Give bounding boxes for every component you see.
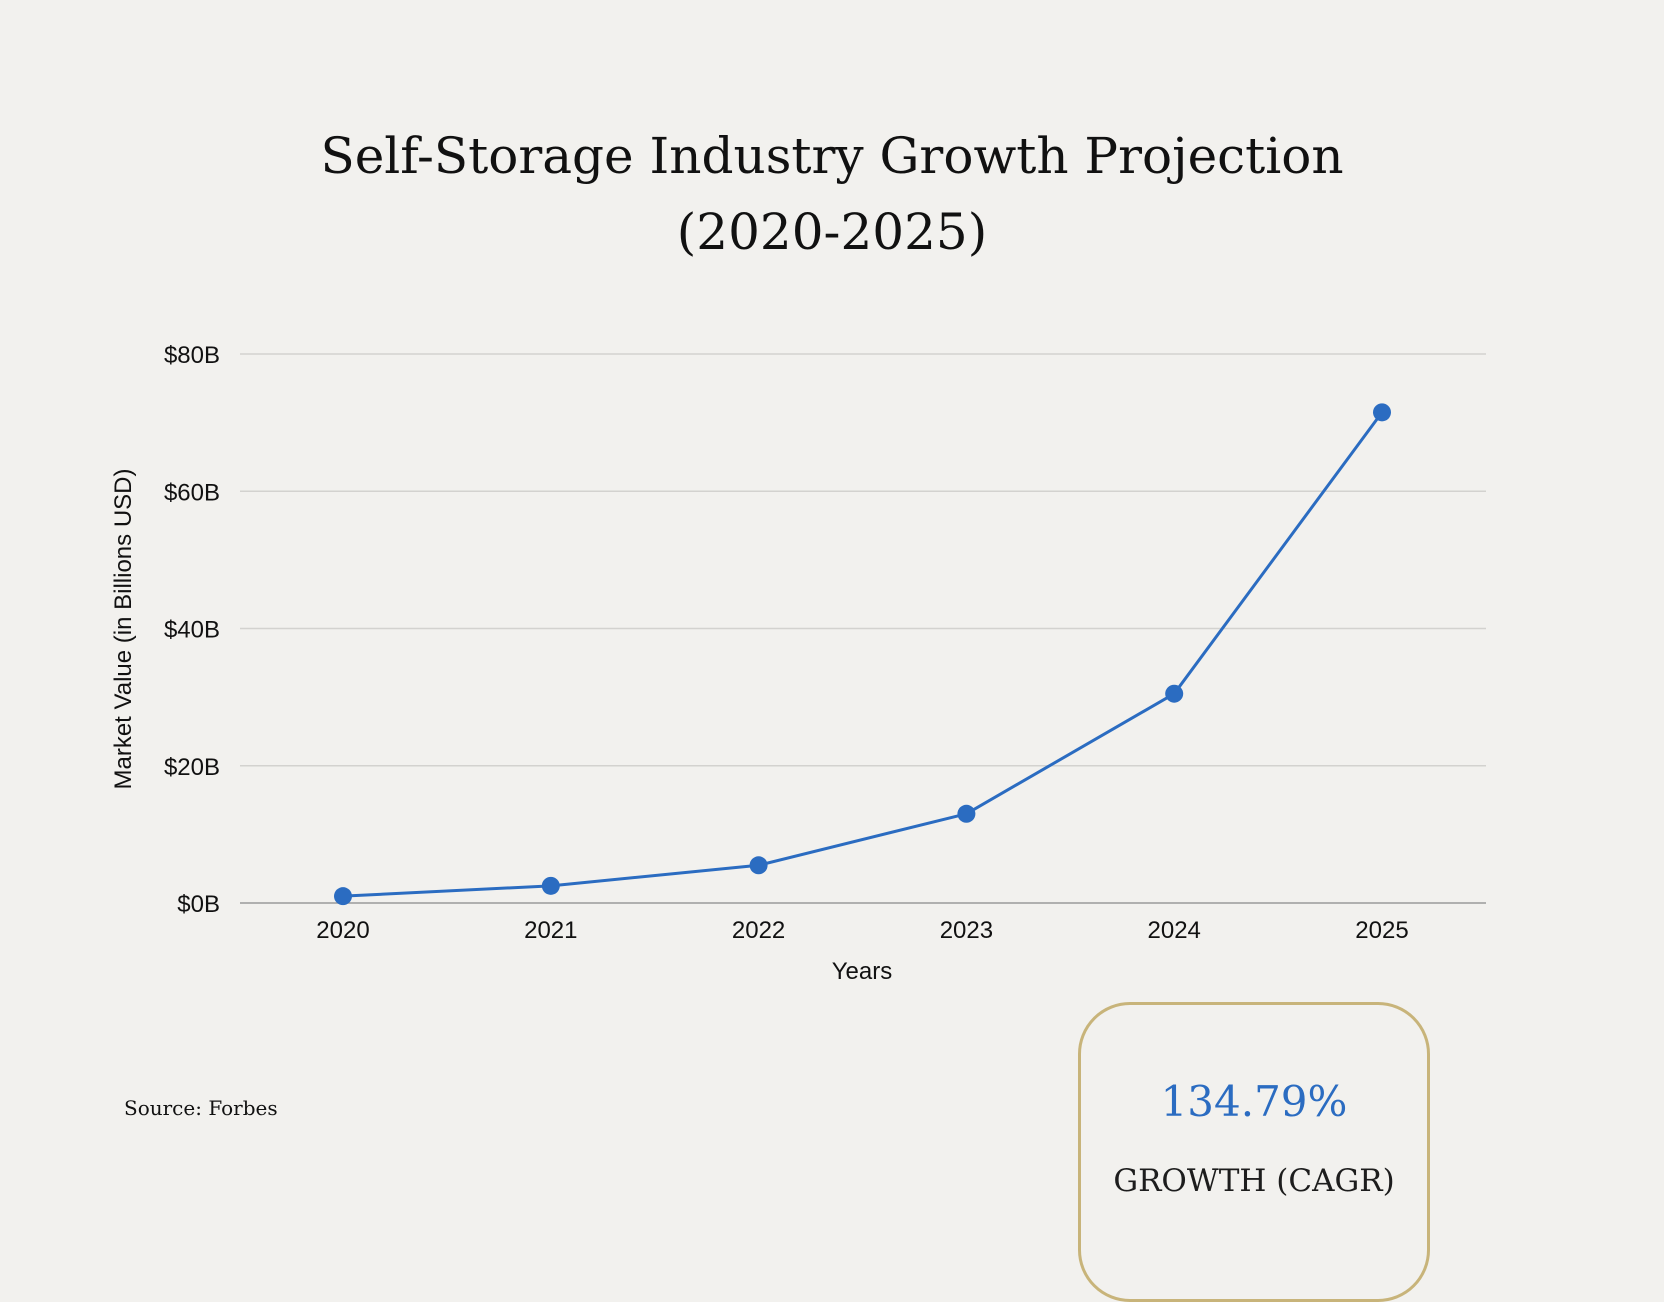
grid-lines	[240, 353, 1486, 904]
x-tick-label: 2020	[316, 917, 369, 944]
growth-stat-value: 134.79%	[1160, 1077, 1348, 1126]
data-point	[749, 856, 768, 875]
y-tick-label: $60B	[164, 479, 220, 506]
x-tick-label: 2023	[940, 917, 993, 944]
y-tick-label: $20B	[164, 754, 220, 781]
data-point	[1165, 684, 1184, 703]
source-note: Source: Forbes	[124, 1096, 278, 1120]
data-point	[957, 804, 976, 823]
data-point	[541, 876, 560, 895]
line-chart: $0B $20B $40B $60B $80B 2020 2021 2022 2023 2024…	[110, 342, 1486, 985]
x-tick-label: 2024	[1148, 917, 1201, 944]
y-tick-labels: $0B $20B $40B $60B $80B	[164, 342, 220, 918]
x-tick-label: 2022	[732, 917, 785, 944]
y-tick-label: $40B	[164, 617, 220, 644]
x-axis-title: Years	[832, 958, 893, 985]
growth-stat-card: 134.79% GROWTH (CAGR)	[1078, 1002, 1430, 1302]
chart-title-line-2: (2020-2025)	[676, 203, 988, 261]
data-point	[334, 887, 352, 906]
series-line	[341, 410, 1384, 898]
chart-title-line-1: Self-Storage Industry Growth Projection	[320, 127, 1344, 185]
y-tick-label: $0B	[177, 891, 220, 918]
series-layer	[334, 403, 1391, 906]
growth-stat-label: GROWTH (CAGR)	[1113, 1163, 1395, 1199]
y-tick-label: $80B	[164, 342, 220, 369]
x-tick-labels: 2020 2021 2022 2023 2024 2025	[316, 917, 1408, 944]
y-axis-title: Market Value (in Billions USD)	[110, 469, 137, 790]
chart-title: Self-Storage Industry Growth Projection …	[0, 118, 1664, 270]
x-tick-label: 2021	[524, 917, 577, 944]
x-tick-label: 2025	[1355, 917, 1408, 944]
data-point	[1373, 403, 1391, 422]
